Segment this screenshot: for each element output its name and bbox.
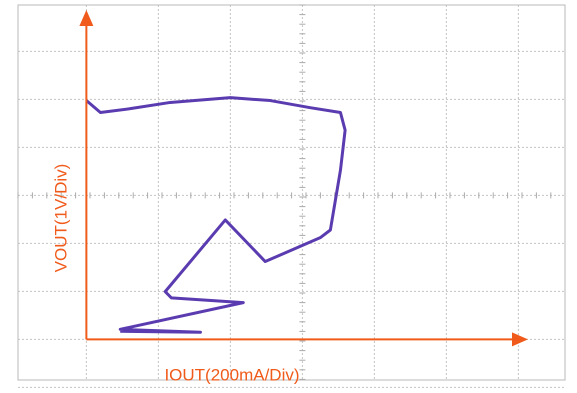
chart: VOUT(1V/Div) IOUT(200mA/Div) <box>0 0 577 393</box>
x-axis-label: IOUT(200mA/Div) <box>164 365 299 384</box>
y-axis-label: VOUT(1V/Div) <box>51 164 70 273</box>
